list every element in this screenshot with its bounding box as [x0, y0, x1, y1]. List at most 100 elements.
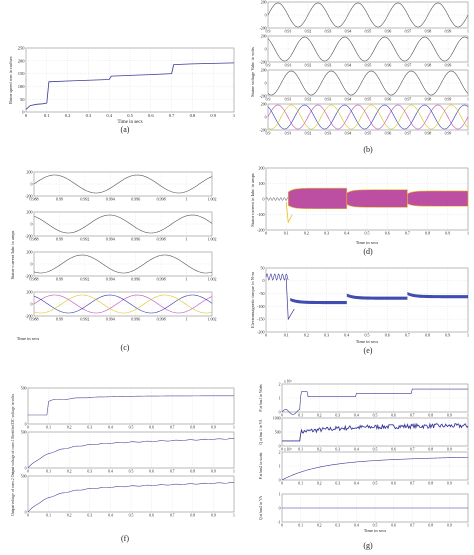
- f1-x-tick-label: 0.1: [46, 469, 51, 473]
- f2-x-tick-label: 0.8: [190, 513, 195, 517]
- d-series-yellow-dip: [285, 202, 293, 224]
- f0-x-tick-label: 0: [27, 425, 29, 429]
- b1-x-tick-label: 0.97: [405, 63, 412, 67]
- g3-x-tick-label: 0.8: [428, 523, 433, 527]
- panel-label-a: (a): [121, 125, 130, 134]
- c2-y-tick-label: -200: [25, 273, 32, 278]
- c2-x-tick-label: 0.998: [157, 277, 166, 282]
- f1-x-tick-label: 0.4: [108, 469, 113, 473]
- c2-x-tick-label: 1.002: [208, 277, 217, 282]
- d-y-tick-label: 200: [259, 165, 265, 170]
- f2-x-tick-label: 0.5: [129, 513, 134, 517]
- c3-x-tick-label: 0.988: [30, 317, 39, 322]
- a-y-tick-label: 100: [18, 84, 26, 89]
- b0-y-tick-label: -200: [260, 26, 267, 30]
- f2-x-tick-label: 0.1: [46, 513, 51, 517]
- d-band-current-1: [346, 189, 408, 208]
- b2-y-tick-label: -200: [260, 94, 267, 98]
- f2-x-tick-label: 0.9: [211, 513, 216, 517]
- f2-series-voltage: [27, 481, 235, 513]
- c3-y-tick-label: 0: [31, 301, 33, 306]
- c2-y-tick-label: 200: [27, 249, 33, 254]
- c-y-axis-label: Stator current Iabc in amps: [10, 230, 15, 279]
- a-y-tick-label: 0: [22, 110, 25, 115]
- b0-x-tick-label: 0.95: [365, 29, 372, 33]
- e-x-tick-label: 0.1: [284, 333, 289, 338]
- g0-x-tick-label: 0.2: [317, 413, 322, 417]
- e-x-tick-label: 0.4: [344, 333, 349, 338]
- c1-x-tick-label: 0.988: [30, 237, 39, 242]
- g3-x-tick-label: 0.4: [354, 523, 359, 527]
- c3-x-tick-label: 1: [186, 317, 188, 322]
- f0-y-tick-label: 0: [25, 422, 27, 426]
- b0-x-tick-label: 1: [467, 29, 469, 33]
- g3-x-tick-label: 0.9: [447, 523, 452, 527]
- c0-x-tick-label: 1: [186, 197, 188, 202]
- panel-label-f: (f): [121, 534, 129, 543]
- a-y-tick-label: 50: [20, 97, 25, 102]
- e-x-axis-label: Time in secs: [356, 339, 379, 344]
- g1-x-tick-label: 0.4: [354, 447, 359, 451]
- f0-x-tick-label: 0.7: [170, 425, 175, 429]
- b3-x-tick-label: 0.98: [425, 131, 432, 135]
- b3-x-tick-label: 0.94: [345, 131, 352, 135]
- d-x-tick-label: 0.1: [284, 231, 289, 236]
- c1-series-current: [33, 214, 213, 234]
- f0-x-tick-label: 1: [233, 425, 235, 429]
- g1-x-tick-label: 0.8: [428, 447, 433, 451]
- b1-y-tick-label: -200: [260, 60, 267, 64]
- b1-x-tick-label: 1: [467, 63, 469, 67]
- a-x-tick-label: 0.4: [106, 113, 112, 118]
- d-y-axis-label: Stator current in Iabc in amps: [250, 173, 255, 227]
- f0-x-tick-label: 0.4: [108, 425, 113, 429]
- g0-exponent-label: x 10⁴: [284, 380, 292, 384]
- g0-series-power: [281, 388, 468, 415]
- a-x-tick-label: 0.1: [44, 113, 50, 118]
- b3-x-tick-label: 0.92: [305, 131, 312, 135]
- c1-x-tick-label: 0.992: [80, 237, 89, 242]
- g-x-axis-label: Time in secs: [364, 528, 387, 533]
- g1-x-tick-label: 1: [467, 447, 469, 451]
- g2-y-tick-label: 1: [279, 464, 281, 468]
- g1-series-power: [282, 422, 469, 442]
- b0-x-tick-label: 0.97: [405, 29, 412, 33]
- e-y-tick-label: 50: [261, 265, 265, 270]
- c0-x-tick-label: 0.988: [30, 197, 39, 202]
- c3-x-tick-label: 1.002: [208, 317, 217, 322]
- b1-x-tick-label: 0.98: [425, 63, 432, 67]
- b0-x-tick-label: 0.9: [266, 29, 271, 33]
- c1-y-tick-label: 200: [27, 209, 33, 214]
- c2-x-tick-label: 0.99: [56, 277, 63, 282]
- c2-y-tick-label: 0: [31, 261, 33, 266]
- f2-x-tick-label: 0: [27, 513, 29, 517]
- c2-x-tick-label: 1: [186, 277, 188, 282]
- f1-x-tick-label: 1: [233, 469, 235, 473]
- g0-x-tick-label: 0.7: [410, 413, 415, 417]
- f0-x-tick-label: 0.1: [46, 425, 51, 429]
- g3-x-tick-label: 0.1: [298, 523, 303, 527]
- f1-x-tick-label: 0: [27, 469, 29, 473]
- panel-label-b: (b): [363, 145, 373, 154]
- c0-series-current: [33, 174, 213, 194]
- d-y-tick-label: 0: [263, 196, 265, 201]
- d-y-tick-label: -100: [257, 212, 264, 217]
- b1-x-tick-label: 0.96: [385, 63, 392, 67]
- c2-series-current: [33, 254, 213, 274]
- d-x-tick-label: 0.5: [365, 231, 370, 236]
- e-band-torque-2: [407, 292, 468, 299]
- a-y-tick-label: 150: [18, 71, 26, 76]
- a-y-axis-label: Rotor speed wm in rad/sec: [8, 56, 13, 104]
- g2-x-tick-label: 0: [281, 481, 283, 485]
- e-y-tick-label: -100: [257, 304, 264, 309]
- g0-x-tick-label: 1: [467, 413, 469, 417]
- g0-y-tick-label: 0: [279, 410, 281, 414]
- g2-y-axis-label: P at bus2 in watts: [259, 452, 263, 479]
- b2-x-tick-label: 0.96: [385, 97, 392, 101]
- c3-series-current: [33, 294, 213, 314]
- c1-x-tick-label: 1.002: [208, 237, 217, 242]
- f1-x-tick-label: 0.8: [190, 469, 195, 473]
- b1-x-tick-label: 0.95: [365, 63, 372, 67]
- g0-x-tick-label: 0.5: [373, 413, 378, 417]
- d-x-tick-label: 1: [467, 231, 469, 236]
